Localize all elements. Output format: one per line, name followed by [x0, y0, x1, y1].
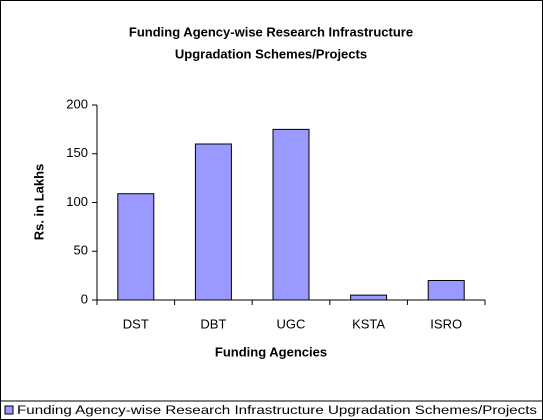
bar — [272, 128, 310, 301]
bar — [427, 280, 465, 301]
y-axis-label: Rs. in Lakhs — [31, 164, 46, 241]
bar — [350, 294, 388, 301]
chart-title: Funding Agency-wise Research Infrastruct… — [129, 24, 413, 39]
y-tick-label: 0 — [81, 291, 88, 306]
x-tick-label: KSTA — [352, 316, 385, 331]
legend-swatch — [4, 405, 14, 415]
x-tick-label: DST — [123, 316, 149, 331]
x-tick-label: ISRO — [430, 316, 462, 331]
x-axis-label: Funding Agencies — [215, 344, 327, 359]
x-tick-label: DBT — [200, 316, 226, 331]
y-tick-label: 200 — [66, 96, 88, 111]
x-tick-label: UGC — [277, 316, 306, 331]
y-tick-label: 150 — [66, 145, 88, 160]
y-tick-label: 100 — [66, 194, 88, 209]
bar — [194, 143, 232, 301]
y-tick-label: 50 — [74, 243, 88, 258]
legend-label: Funding Agency-wise Research Infrastruct… — [17, 403, 537, 417]
chart-title: Upgradation Schemes/Projects — [175, 46, 367, 61]
bar — [117, 193, 155, 301]
